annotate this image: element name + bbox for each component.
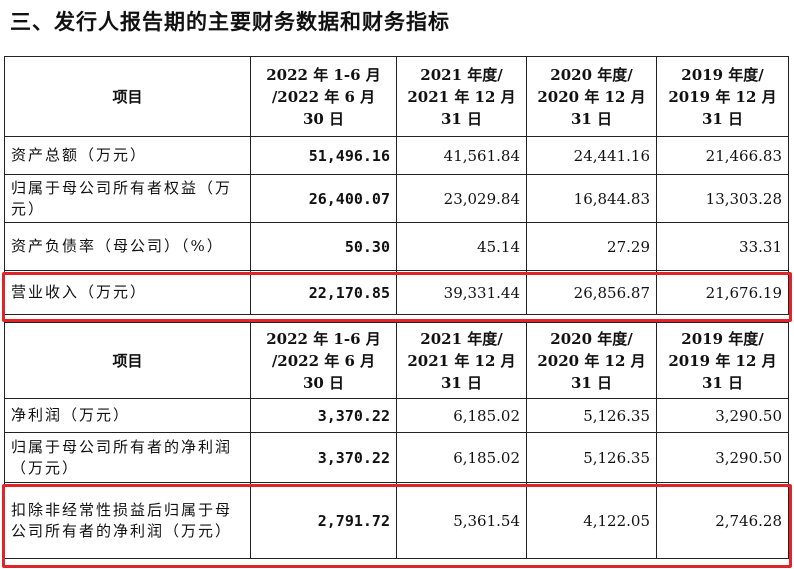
- cell-value: 41,561.84: [396, 136, 527, 175]
- financial-table-1: 项目 2022 年 1-6 月/2022 年 6 月 30 日 2021 年度/2…: [4, 56, 789, 315]
- cell-value: 13,303.28: [656, 174, 789, 223]
- cell-value: 4,122.05: [526, 482, 657, 559]
- cell-value: 39,331.44: [396, 270, 527, 315]
- header-period-2019: 2019 年度/2019 年 12 月 31 日: [656, 56, 789, 137]
- table-row: 归属于母公司所有者权益（万元） 26,400.07 23,029.84 16,8…: [4, 174, 789, 223]
- table-row: 资产总额（万元） 51,496.16 41,561.84 24,441.16 2…: [4, 136, 789, 175]
- header-period-2020: 2020 年度/2020 年 12 月 31 日: [526, 322, 657, 399]
- table-row-deducted-net-profit: 扣除非经常性损益后归属于母公司所有者的净利润（万元） 2,791.72 5,36…: [4, 482, 789, 559]
- header-period-2021: 2021 年度/2021 年 12 月 31 日: [396, 322, 527, 399]
- table-row: 净利润（万元） 3,370.22 6,185.02 5,126.35 3,290…: [4, 398, 789, 433]
- row-label: 扣除非经常性损益后归属于母公司所有者的净利润（万元）: [4, 482, 251, 559]
- cell-value: 16,844.83: [526, 174, 657, 223]
- cell-value: 27.29: [526, 222, 657, 271]
- cell-value: 6,185.02: [396, 432, 527, 483]
- cell-value: 21,466.83: [656, 136, 789, 175]
- cell-value: 3,290.50: [656, 398, 789, 433]
- row-label: 资产总额（万元）: [4, 136, 251, 175]
- cell-value: 50.30: [250, 222, 397, 271]
- cell-value: 33.31: [656, 222, 789, 271]
- table-row: 资产负债率（母公司）（%） 50.30 45.14 27.29 33.31: [4, 222, 789, 271]
- header-period-2019: 2019 年度/2019 年 12 月 31 日: [656, 322, 789, 399]
- financial-table-2: 项目 2022 年 1-6 月/2022 年 6 月 30 日 2021 年度/2…: [4, 322, 789, 559]
- header-period-2022h1: 2022 年 1-6 月/2022 年 6 月 30 日: [250, 322, 397, 399]
- header-item: 项目: [4, 56, 251, 137]
- cell-value: 26,400.07: [250, 174, 397, 223]
- header-period-2022h1: 2022 年 1-6 月/2022 年 6 月 30 日: [250, 56, 397, 137]
- cell-value: 5,361.54: [396, 482, 527, 559]
- row-label: 营业收入（万元）: [4, 270, 251, 315]
- table-header-row: 项目 2022 年 1-6 月/2022 年 6 月 30 日 2021 年度/2…: [4, 322, 789, 399]
- header-item: 项目: [4, 322, 251, 399]
- cell-value: 21,676.19: [656, 270, 789, 315]
- section-title: 三、发行人报告期的主要财务数据和财务指标: [10, 10, 450, 34]
- table-row-revenue: 营业收入（万元） 22,170.85 39,331.44 26,856.87 2…: [4, 270, 789, 315]
- cell-value: 3,370.22: [250, 432, 397, 483]
- row-label: 归属于母公司所有者的净利润（万元）: [4, 432, 251, 483]
- cell-value: 51,496.16: [250, 136, 397, 175]
- row-label: 归属于母公司所有者权益（万元）: [4, 174, 251, 223]
- table-header-row: 项目 2022 年 1-6 月/2022 年 6 月 30 日 2021 年度/2…: [4, 56, 789, 137]
- cell-value: 45.14: [396, 222, 527, 271]
- header-period-2020: 2020 年度/2020 年 12 月 31 日: [526, 56, 657, 137]
- cell-value: 26,856.87: [526, 270, 657, 315]
- cell-value: 24,441.16: [526, 136, 657, 175]
- cell-value: 2,746.28: [656, 482, 789, 559]
- cell-value: 3,370.22: [250, 398, 397, 433]
- header-period-2021: 2021 年度/2021 年 12 月 31 日: [396, 56, 527, 137]
- cell-value: 6,185.02: [396, 398, 527, 433]
- row-label: 净利润（万元）: [4, 398, 251, 433]
- table-row: 归属于母公司所有者的净利润（万元） 3,370.22 6,185.02 5,12…: [4, 432, 789, 483]
- cell-value: 2,791.72: [250, 482, 397, 559]
- cell-value: 23,029.84: [396, 174, 527, 223]
- cell-value: 5,126.35: [526, 432, 657, 483]
- cell-value: 5,126.35: [526, 398, 657, 433]
- cell-value: 22,170.85: [250, 270, 397, 315]
- cell-value: 3,290.50: [656, 432, 789, 483]
- row-label: 资产负债率（母公司）（%）: [4, 222, 251, 271]
